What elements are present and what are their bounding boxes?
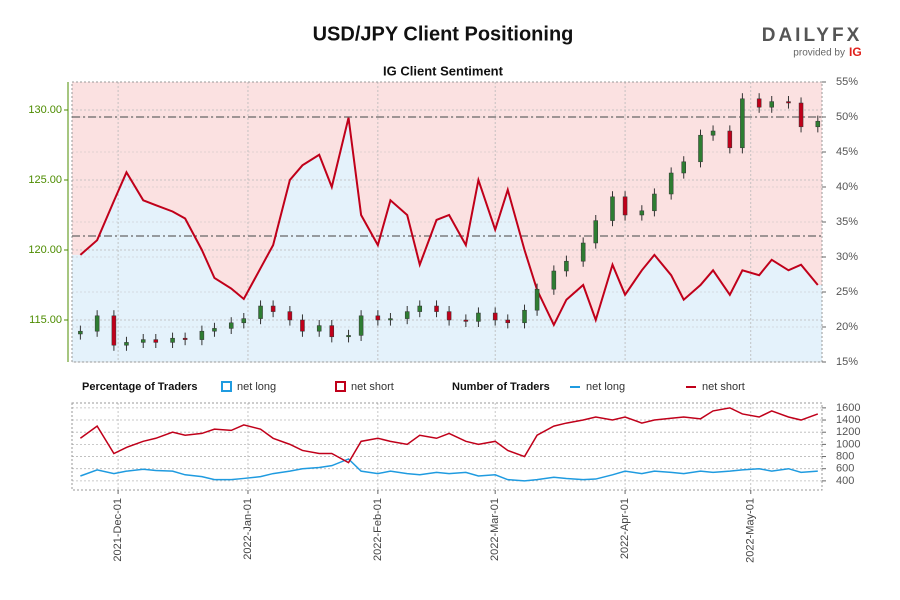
y-tick-label: 130.00 bbox=[28, 104, 62, 116]
candle-body bbox=[316, 325, 322, 332]
candle-body bbox=[199, 330, 205, 340]
candle-body bbox=[551, 270, 557, 290]
candle-body bbox=[270, 305, 276, 312]
y-tick-label: 600 bbox=[836, 463, 854, 475]
y2-tick-label: 30% bbox=[836, 251, 858, 263]
candle-body bbox=[727, 130, 733, 149]
y-tick-label: 125.00 bbox=[28, 174, 62, 186]
x-tick-label: 2022-Apr-01 bbox=[619, 498, 631, 559]
candle-body bbox=[522, 309, 527, 324]
candle-body bbox=[111, 315, 117, 346]
traders-panel: net long net short Number of Traders 400600… bbox=[71, 381, 860, 563]
candle-body bbox=[329, 325, 335, 338]
legend-swatch bbox=[335, 381, 346, 392]
legend-label: net long bbox=[237, 381, 276, 393]
candle-body bbox=[94, 315, 100, 332]
candle-body bbox=[140, 339, 146, 343]
legend-label: net long bbox=[586, 381, 625, 393]
y2-tick-label: 45% bbox=[836, 146, 858, 158]
candle-body bbox=[287, 311, 293, 321]
candle-body bbox=[740, 98, 745, 149]
sentiment-line bbox=[79, 117, 819, 328]
x-tick-label: 2022-Feb-01 bbox=[372, 498, 384, 561]
candle-body bbox=[358, 315, 364, 336]
y2-tick-label: 20% bbox=[836, 321, 858, 333]
candle-body bbox=[417, 305, 423, 312]
x-tick-label: 2022-Jan-01 bbox=[242, 498, 254, 560]
candle-body bbox=[639, 210, 645, 216]
candle-body bbox=[124, 342, 129, 346]
candle-body bbox=[434, 305, 439, 312]
y2-tick-label: 35% bbox=[836, 216, 858, 228]
y-tick-label: 1000 bbox=[836, 438, 860, 450]
candle-body bbox=[228, 322, 234, 329]
y2-tick-label: 55% bbox=[836, 76, 858, 88]
candle-body bbox=[212, 328, 217, 332]
candle-body bbox=[756, 98, 762, 108]
candle-body bbox=[668, 172, 674, 195]
candle-body bbox=[769, 101, 774, 108]
candle-body bbox=[534, 288, 540, 311]
candle-body bbox=[564, 260, 569, 272]
y-tick-label: 1200 bbox=[836, 426, 860, 438]
candle-body bbox=[492, 312, 498, 321]
candle-body bbox=[798, 102, 804, 128]
y2-tick-label: 15% bbox=[836, 356, 858, 368]
candle-body bbox=[580, 242, 586, 262]
candle-body bbox=[681, 161, 686, 174]
traders-line bbox=[79, 407, 819, 464]
price-panel: 115.00 120.00 125.00 130.00 15% 20% 25% 30% 35% 4… bbox=[28, 76, 858, 393]
candle-body bbox=[505, 319, 511, 324]
y-tick-label: 1400 bbox=[836, 414, 860, 426]
candle-body bbox=[463, 319, 469, 322]
y-tick-label: 120.00 bbox=[28, 244, 62, 256]
legend-title: Number of Traders bbox=[452, 381, 550, 393]
candle-body bbox=[610, 196, 615, 221]
candle-body bbox=[388, 318, 393, 321]
x-tick-label: 2022-Mar-01 bbox=[489, 498, 501, 561]
candle-body bbox=[78, 330, 83, 335]
logo-brand: DAILYFX bbox=[762, 25, 863, 46]
y2-tick-label: 25% bbox=[836, 286, 858, 298]
candle-body bbox=[375, 315, 381, 321]
legend-label: net short bbox=[351, 381, 394, 393]
candle-body bbox=[241, 318, 247, 324]
y-tick-label: 800 bbox=[836, 450, 854, 462]
traders-line bbox=[80, 458, 818, 482]
x-tick-label: 2022-May-01 bbox=[745, 498, 757, 563]
logo-provided: provided by bbox=[793, 48, 845, 59]
candle-body bbox=[153, 339, 159, 343]
candle-body bbox=[170, 337, 175, 343]
candle-body bbox=[446, 311, 452, 321]
x-tick-label: 2021-Dec-01 bbox=[112, 498, 124, 562]
legend-title: Percentage of Traders bbox=[82, 381, 198, 393]
y-tick-label: 115.00 bbox=[29, 314, 62, 326]
candle-body bbox=[652, 193, 657, 212]
candle-body bbox=[698, 134, 703, 163]
candle-body bbox=[258, 305, 263, 319]
y-tick-label: 400 bbox=[836, 475, 854, 487]
candle-body bbox=[593, 220, 598, 244]
chart-subtitle: IG Client Sentiment bbox=[383, 63, 504, 78]
logo-ig: IG bbox=[849, 45, 862, 59]
legend-label: net short bbox=[702, 381, 745, 393]
candle-body bbox=[476, 312, 481, 322]
chart-title: USD/JPY Client Positioning bbox=[313, 23, 574, 45]
candle-body bbox=[404, 311, 410, 319]
candle-body bbox=[182, 337, 188, 340]
candle-body bbox=[300, 319, 305, 332]
candle-body bbox=[786, 101, 791, 104]
candle-body bbox=[710, 130, 716, 136]
candle-body bbox=[815, 120, 821, 128]
net-long-area bbox=[72, 117, 822, 362]
y2-tick-label: 40% bbox=[836, 181, 858, 193]
y-tick-label: 1600 bbox=[836, 402, 860, 414]
plot-frame bbox=[71, 402, 823, 491]
candle-body bbox=[346, 335, 351, 338]
candle-body bbox=[622, 196, 628, 216]
y2-tick-label: 50% bbox=[836, 111, 858, 123]
legend-swatch bbox=[221, 381, 232, 392]
